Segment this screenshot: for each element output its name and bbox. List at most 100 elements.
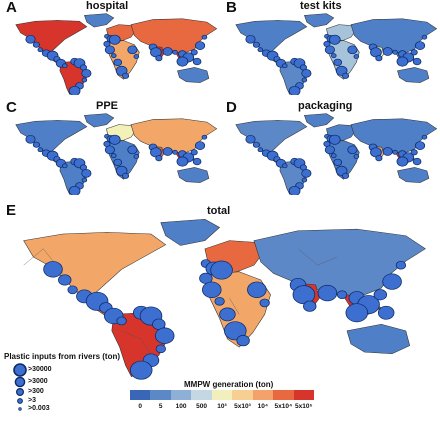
colorbar-cell [293,390,314,400]
river-input-bubble [396,56,409,67]
river-input-bubble [236,335,250,347]
river-input-bubble [67,285,78,295]
colorbar-cell [191,390,212,400]
bubble-legend-title: Plastic inputs from rivers (ton) [4,352,121,361]
world-map-test-kits [235,13,438,95]
river-input-bubble [192,157,202,166]
river-input-bubble [328,34,341,45]
river-input-bubble [382,47,393,56]
river-input-bubble [342,172,350,179]
river-input-bubble [154,327,175,344]
bubble-legend-label: >0.003 [28,405,50,412]
river-input-bubble [210,260,233,280]
colorbar-tick-label: 5x10³ [234,403,251,410]
river-input-bubble [111,153,117,159]
river-input-bubble [412,157,422,166]
river-input-bubble [176,156,189,167]
river-input-bubble [62,63,68,69]
panel-test-kits-map: B test kits [220,0,440,95]
panel-total-map: E total Plastic inputs from rivers (ton)… [0,202,440,414]
colorbar-tick-label: 5 [158,403,163,410]
colorbar-tick-label: 5x10⁴ [274,403,293,410]
river-input-bubble [122,72,130,79]
river-input-bubble [194,141,206,150]
landmass-greenland [304,113,335,128]
colorbar-title: MMPW generation (ton) [184,380,274,389]
river-input-bubble [176,56,189,67]
river-input-bubble [192,57,202,66]
river-input-bubble [190,49,198,56]
river-input-bubble [410,149,418,156]
colorbar-cell [150,390,171,400]
bubble-legend-label: >300 [28,388,44,395]
river-input-bubble [113,158,123,167]
river-input-bubble [342,72,350,79]
river-input-bubble [259,298,270,308]
panel-title: total [207,205,231,217]
panel-hospital-map: A hospital [0,0,220,95]
river-input-bubble [133,154,140,159]
river-input-bubble [68,85,81,95]
river-input-bubble [224,321,247,341]
river-input-bubble [324,145,335,155]
river-input-bubble [247,281,267,298]
colorbar-tick-label: 5x10⁵ [295,403,313,410]
colorbar-tick-label: 10⁴ [257,403,269,410]
river-input-bubble [25,34,36,44]
river-input-bubble [353,154,360,159]
world-map-ppe [15,113,218,195]
river-input-bubble [214,296,225,306]
river-input-bubble [172,149,178,155]
river-input-bubble [162,147,173,156]
river-input-bubble [347,45,358,55]
river-input-bubble [257,47,264,53]
river-input-bubble [288,185,301,195]
landmass-australia [397,167,430,183]
river-input-bubble [104,145,115,155]
panel-title: packaging [298,100,353,112]
colorbar-tick-label: 500 [196,403,207,410]
river-input-bubble [257,147,264,153]
river-input-bubble [201,34,208,40]
river-input-bubble [127,45,138,55]
river-input-bubble [347,145,358,155]
colorbar-cell [273,390,294,400]
river-input-bubble [201,134,208,140]
river-input-bubble [395,260,407,270]
river-input-bubble [373,289,388,301]
river-input-bubble [252,41,260,48]
river-input-bubble [62,163,68,169]
colorbar-cell [130,390,151,400]
landmass-australia [177,67,210,83]
river-input-bubble [301,68,312,78]
river-input-bubble [353,54,360,59]
river-input-bubble [301,77,308,83]
panel-letter: A [6,0,17,16]
river-input-bubble [333,158,343,167]
landmass-australia [397,67,430,83]
landmass-australia [177,167,210,183]
panel-letter: C [6,99,17,116]
river-input-bubble [155,155,163,162]
mmpw-colorbar [130,390,314,400]
river-input-bubble [331,53,337,59]
river-input-bubble [129,360,153,380]
river-input-bubble [382,273,402,290]
panel-packaging-map: D packaging [220,99,440,195]
river-input-bubble [345,303,369,323]
river-input-bubble [81,168,92,178]
colorbar-cell [232,390,253,400]
panel-letter: B [226,0,237,16]
panel-title: hospital [86,0,129,12]
river-input-bubble [37,147,44,153]
river-input-bubble [382,147,393,156]
panel-ppe-map: C PPE [0,99,220,195]
colorbar-cell [211,390,233,400]
river-input-bubble [81,68,92,78]
river-input-bubble [412,57,422,66]
river-input-bubble [396,156,409,167]
river-input-bubble [245,134,256,144]
river-input-bubble [421,34,428,40]
river-input-bubble [282,63,288,69]
river-input-bubble [111,53,117,59]
